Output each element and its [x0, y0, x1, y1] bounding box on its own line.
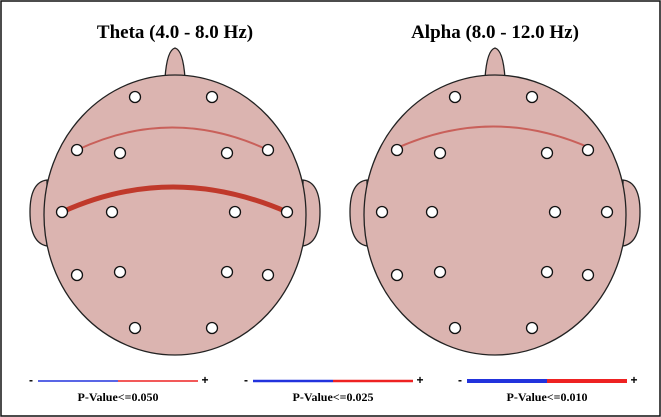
electrode: [450, 323, 461, 334]
panel-title: Alpha (8.0 - 12.0 Hz): [411, 22, 579, 43]
legend-label: P-Value<=0.050: [78, 390, 159, 404]
legend-label: P-Value<=0.010: [507, 390, 588, 404]
electrode: [57, 207, 68, 218]
electrode: [435, 148, 446, 159]
electrode: [282, 207, 293, 218]
head: [44, 75, 306, 355]
electrode: [583, 270, 594, 281]
electrode: [527, 92, 538, 103]
electrode: [550, 207, 561, 218]
electrode: [583, 145, 594, 156]
electrode: [527, 323, 538, 334]
legend-min: -: [458, 373, 462, 387]
electrode: [222, 148, 233, 159]
panel-title: Theta (4.0 - 8.0 Hz): [97, 22, 253, 43]
head: [364, 75, 626, 355]
electrode: [130, 323, 141, 334]
electrode: [450, 92, 461, 103]
electrode: [107, 207, 118, 218]
electrode: [72, 270, 83, 281]
electrode: [207, 92, 218, 103]
electrode: [392, 145, 403, 156]
legend-min: -: [29, 373, 33, 387]
electrode: [130, 92, 141, 103]
electrode: [263, 270, 274, 281]
electrode: [435, 267, 446, 278]
legend-min: -: [244, 373, 248, 387]
legend-label: P-Value<=0.025: [293, 390, 374, 404]
electrode: [230, 207, 241, 218]
electrode: [263, 145, 274, 156]
electrode: [115, 148, 126, 159]
electrode: [115, 267, 126, 278]
electrode: [207, 323, 218, 334]
electrode: [602, 207, 613, 218]
electrode: [542, 267, 553, 278]
figure: Theta (4.0 - 8.0 Hz) Alpha (8.0 - 12.0 H…: [0, 0, 661, 417]
electrode: [222, 267, 233, 278]
electrode: [542, 148, 553, 159]
legend-max: +: [416, 373, 423, 387]
electrode: [72, 145, 83, 156]
electrode: [377, 207, 388, 218]
legend-max: +: [201, 373, 208, 387]
electrode: [427, 207, 438, 218]
legend-max: +: [630, 373, 637, 387]
electrode: [392, 270, 403, 281]
